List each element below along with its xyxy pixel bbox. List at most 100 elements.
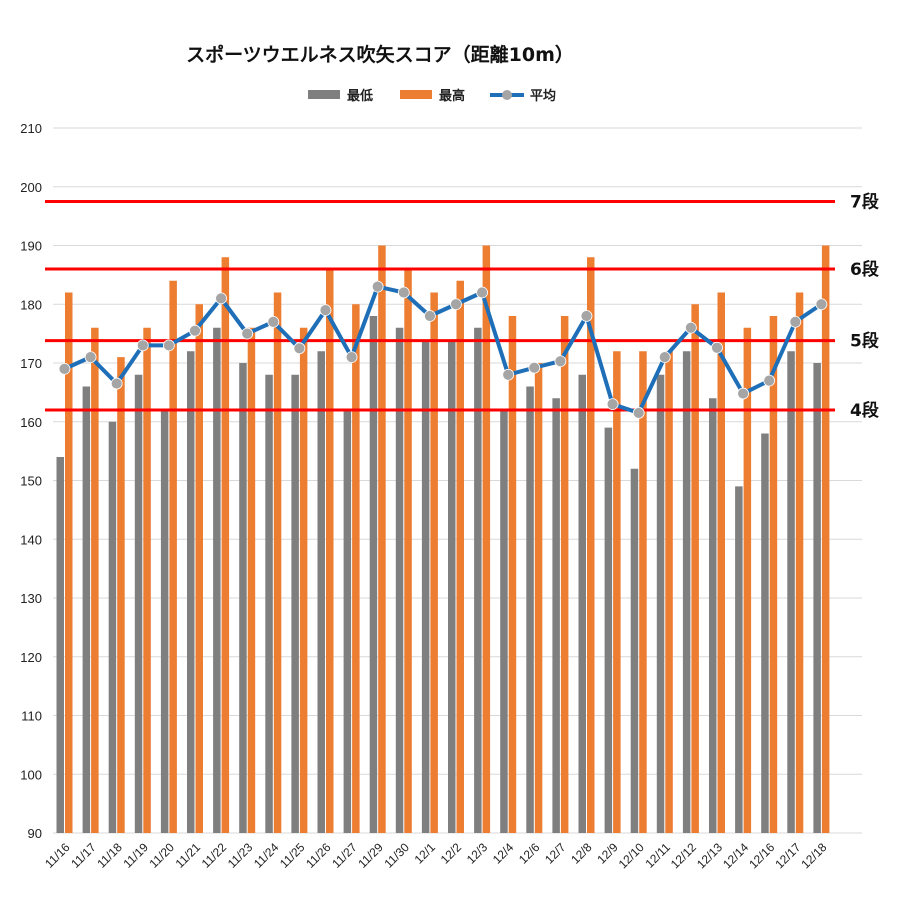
bar-min (500, 410, 508, 833)
bar-max (795, 292, 804, 833)
x-tick-label: 12/13 (694, 840, 725, 871)
x-tick-label: 11/18 (94, 840, 125, 871)
avg-point (737, 387, 749, 400)
y-axis-ticks: 90 100 110 120 130 140 150 160 170 180 190 200 210 (20, 121, 42, 841)
bar-max (404, 269, 412, 833)
avg-point (345, 351, 358, 364)
legend-label-min: 最低 (347, 88, 373, 104)
reference-label: 4段 (850, 400, 879, 421)
bar-min (317, 351, 325, 833)
y-tick-label: 130 (20, 591, 42, 606)
avg-point (763, 374, 776, 387)
bar-min (474, 327, 482, 833)
x-tick-label: 12/1 (412, 840, 439, 867)
x-tick-label: 12/14 (720, 840, 751, 871)
x-tick-label: 12/6 (516, 840, 543, 867)
reference-label: 6段 (850, 259, 879, 280)
bar-max (430, 292, 438, 833)
bar-min (291, 374, 299, 833)
avg-point (319, 304, 332, 317)
avg-point (815, 298, 828, 311)
avg-point (162, 339, 175, 352)
avg-point (606, 398, 619, 411)
x-tick-label: 11/30 (381, 840, 412, 871)
x-tick-label: 11/23 (225, 840, 256, 871)
bar-max (769, 316, 778, 833)
avg-point (371, 280, 384, 293)
x-tick-label: 12/8 (568, 840, 595, 867)
x-tick-label: 12/3 (464, 840, 491, 867)
bar-max (221, 257, 230, 833)
bar-min (213, 327, 221, 833)
bar-min (761, 433, 769, 833)
avg-point (658, 351, 671, 364)
y-tick-label: 140 (20, 532, 42, 547)
x-tick-label: 11/29 (355, 840, 386, 871)
avg-point (423, 310, 436, 322)
x-tick-label: 11/20 (147, 840, 178, 871)
bar-max (456, 280, 464, 833)
legend-marker-avg (502, 90, 512, 100)
bar-min (630, 468, 639, 833)
x-tick-label: 12/18 (798, 840, 829, 871)
y-tick-label: 180 (20, 297, 42, 312)
bar-min (735, 486, 743, 833)
bar-min (369, 316, 378, 833)
avg-point (476, 286, 489, 299)
x-tick-label: 12/10 (616, 840, 647, 871)
bar-min (56, 457, 64, 833)
x-tick-label: 11/19 (120, 840, 151, 871)
bar-max (508, 316, 517, 833)
bar-max (143, 327, 151, 833)
bar-min (239, 363, 247, 833)
legend-item-max: 最高 (400, 88, 465, 104)
x-tick-label: 12/16 (746, 840, 777, 871)
bar-min (134, 374, 143, 833)
avg-point (554, 355, 567, 368)
avg-point (241, 327, 254, 340)
x-axis-ticks: 11/1611/1711/1811/1911/2011/2111/2211/23… (42, 840, 830, 871)
bar-max (352, 304, 360, 833)
average-line (58, 280, 828, 419)
bar-max (613, 351, 621, 833)
y-tick-label: 200 (20, 180, 42, 195)
y-tick-label: 170 (20, 356, 42, 371)
avg-point (215, 292, 228, 305)
avg-point (84, 351, 97, 364)
bar-max (378, 245, 386, 833)
legend-swatch-min (308, 90, 340, 99)
bar-max (326, 269, 334, 833)
bar-min (578, 374, 586, 833)
bar-max (691, 304, 699, 833)
x-tick-label: 12/4 (490, 840, 517, 867)
bars (56, 245, 830, 833)
x-tick-label: 11/17 (68, 840, 99, 871)
y-tick-label: 150 (20, 474, 42, 489)
bar-min (526, 386, 534, 833)
bar-min (656, 374, 665, 833)
avg-point (711, 341, 723, 354)
bar-min (160, 410, 169, 833)
x-tick-label: 11/25 (277, 840, 308, 871)
legend-label-avg: 平均 (530, 88, 556, 104)
bar-min (813, 363, 821, 833)
bar-min (395, 327, 404, 833)
legend-swatch-max (400, 90, 432, 99)
x-tick-label: 12/17 (772, 840, 803, 871)
avg-point (136, 339, 149, 352)
bar-max (717, 292, 725, 833)
bar-max (587, 257, 595, 833)
avg-point (397, 286, 410, 299)
x-tick-label: 11/16 (42, 840, 73, 871)
avg-point (450, 298, 462, 311)
y-tick-label: 110 (21, 709, 42, 724)
x-tick-label: 11/21 (173, 840, 204, 871)
avg-point (189, 324, 201, 337)
legend-item-min: 最低 (308, 88, 373, 104)
x-tick-label: 11/22 (199, 840, 230, 871)
bar-max (534, 363, 543, 833)
bar-max (482, 245, 491, 833)
bar-min (709, 398, 717, 833)
avg-point (685, 321, 697, 334)
